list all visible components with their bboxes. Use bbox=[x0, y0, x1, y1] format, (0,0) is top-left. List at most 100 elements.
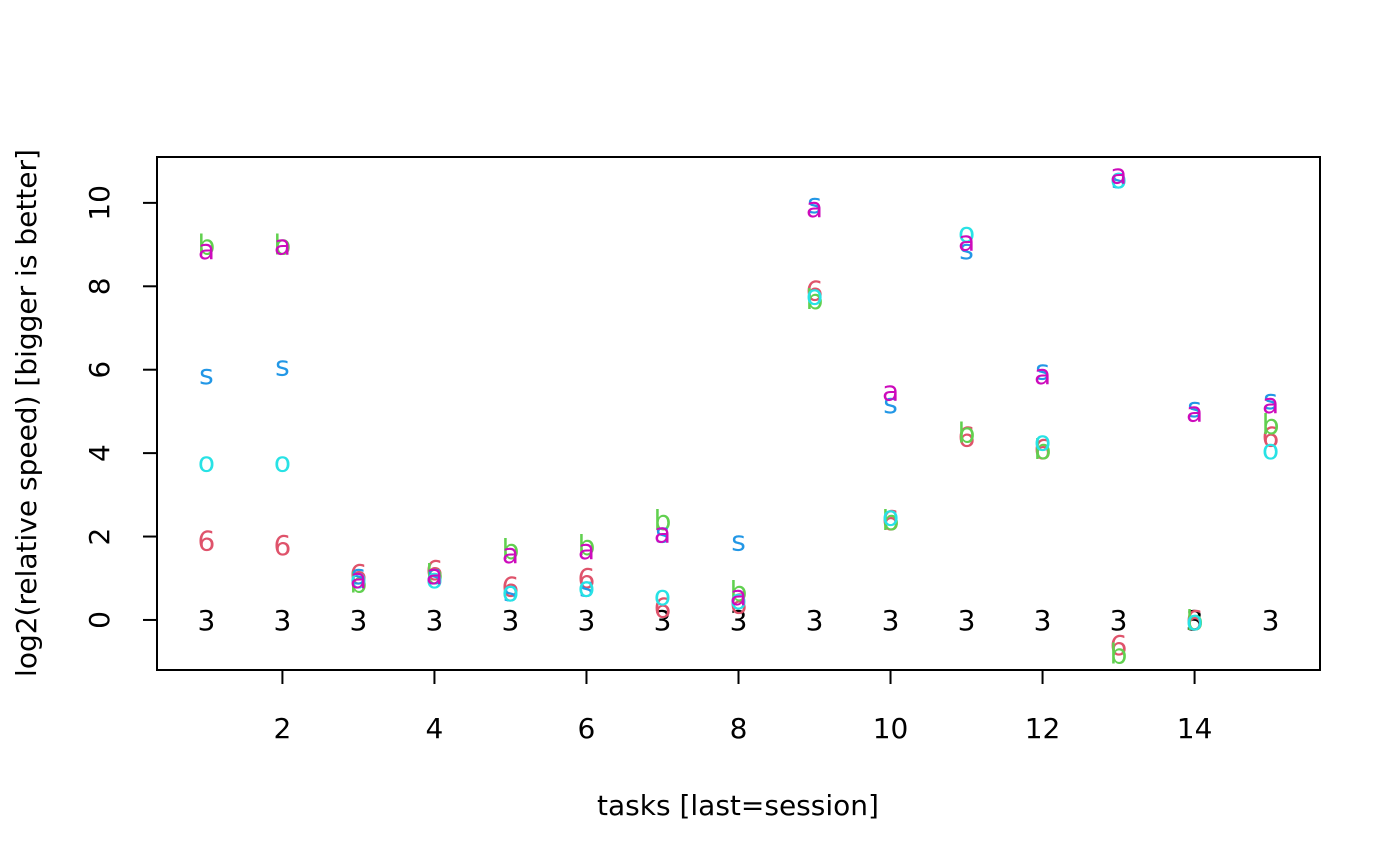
data-point: a bbox=[350, 562, 367, 595]
data-point: a bbox=[274, 229, 291, 262]
data-point: 6 bbox=[1186, 604, 1204, 637]
data-point: o bbox=[1262, 433, 1279, 466]
data-point: 3 bbox=[1110, 604, 1128, 637]
x-tick-label: 6 bbox=[578, 712, 596, 745]
data-point: 6 bbox=[350, 558, 368, 591]
x-tick-label: 8 bbox=[730, 712, 748, 745]
data-point: b bbox=[1110, 637, 1128, 670]
data-point: b bbox=[426, 558, 444, 591]
data-point: 3 bbox=[197, 604, 215, 637]
data-point: b bbox=[274, 229, 292, 262]
data-point: o bbox=[730, 583, 747, 616]
data-point: b bbox=[1186, 604, 1204, 637]
data-point: 3 bbox=[730, 604, 748, 637]
data-point: 6 bbox=[806, 274, 824, 307]
data-point: o bbox=[806, 279, 823, 312]
data-point: o bbox=[958, 216, 975, 249]
data-point: a bbox=[882, 375, 899, 408]
data-point: 6 bbox=[1110, 629, 1128, 662]
data-point: a bbox=[1262, 387, 1279, 420]
data-point: s bbox=[351, 558, 366, 591]
data-point: o bbox=[578, 571, 595, 604]
x-tick-label: 12 bbox=[1025, 712, 1061, 745]
data-point: b bbox=[1034, 433, 1052, 466]
data-point: b bbox=[958, 416, 976, 449]
data-point: 3 bbox=[350, 604, 368, 637]
data-point: o bbox=[882, 500, 899, 533]
data-point: o bbox=[502, 575, 519, 608]
data-point: 6 bbox=[1262, 420, 1280, 453]
data-point: s bbox=[199, 358, 214, 391]
data-point: b bbox=[654, 504, 672, 537]
data-point: 3 bbox=[806, 604, 824, 637]
data-point: b bbox=[198, 229, 216, 262]
data-point: 6 bbox=[1034, 433, 1052, 466]
data-point: s bbox=[579, 571, 594, 604]
y-tick-label: 6 bbox=[83, 361, 116, 379]
y-tick-label: 4 bbox=[83, 444, 116, 462]
data-point: a bbox=[1110, 158, 1127, 191]
data-point: b bbox=[1262, 408, 1280, 441]
data-point: s bbox=[807, 187, 822, 220]
data-point: b bbox=[502, 533, 520, 566]
data-point: 3 bbox=[958, 604, 976, 637]
data-point: 6 bbox=[197, 525, 215, 558]
y-tick-label: 8 bbox=[83, 277, 116, 295]
data-point: s bbox=[883, 387, 898, 420]
data-point: s bbox=[275, 350, 290, 383]
data-point: 6 bbox=[882, 504, 900, 537]
data-point: s bbox=[731, 525, 746, 558]
data-point: a bbox=[654, 516, 671, 549]
data-point: a bbox=[578, 533, 595, 566]
data-point: a bbox=[1034, 358, 1051, 391]
x-tick-label: 4 bbox=[426, 712, 444, 745]
data-point: s bbox=[503, 575, 518, 608]
data-point: 3 bbox=[274, 604, 292, 637]
data-point: b bbox=[882, 504, 900, 537]
x-tick-label: 10 bbox=[873, 712, 909, 745]
data-point: o bbox=[654, 579, 671, 612]
y-tick-label: 0 bbox=[83, 611, 116, 629]
data-point: o bbox=[426, 562, 443, 595]
data-point: 6 bbox=[730, 587, 748, 620]
data-point: 6 bbox=[502, 571, 520, 604]
data-point: o bbox=[274, 445, 291, 478]
x-tick-label: 14 bbox=[1177, 712, 1213, 745]
data-point: s bbox=[959, 233, 974, 266]
x-axis: 2 4 6 8 10 12 14 bbox=[274, 669, 1213, 745]
data-point: 6 bbox=[426, 554, 444, 587]
data-point: o bbox=[1110, 162, 1127, 195]
data-point: a bbox=[730, 579, 747, 612]
data-point: a bbox=[958, 224, 975, 257]
data-point: s bbox=[1263, 383, 1278, 416]
x-axis-label: tasks [last=session] bbox=[597, 789, 879, 822]
data-point: 3 bbox=[1186, 604, 1204, 637]
data-point: o bbox=[1186, 604, 1203, 637]
y-tick-label: 2 bbox=[83, 528, 116, 546]
data-point: a bbox=[502, 537, 519, 570]
data-point: 3 bbox=[426, 604, 444, 637]
data-point: b bbox=[806, 283, 824, 316]
data-point: 6 bbox=[578, 562, 596, 595]
data-point: 6 bbox=[958, 420, 976, 453]
data-point: 3 bbox=[1262, 604, 1280, 637]
data-point: s bbox=[1187, 391, 1202, 424]
data-point: o bbox=[1034, 425, 1051, 458]
data-point: b bbox=[730, 575, 748, 608]
data-points: 36bsoa36bsoa36bsoa36bsoa36bsoa36bsoa36bs… bbox=[197, 158, 1279, 671]
data-point: 3 bbox=[882, 604, 900, 637]
data-point: s bbox=[427, 558, 442, 591]
data-point: 3 bbox=[654, 604, 672, 637]
data-point: a bbox=[1186, 395, 1203, 428]
y-axis: 0 2 4 6 8 10 bbox=[83, 185, 158, 629]
data-point: o bbox=[350, 562, 367, 595]
data-point: 3 bbox=[1034, 604, 1052, 637]
data-point: a bbox=[806, 191, 823, 224]
data-point: 6 bbox=[654, 591, 672, 624]
data-point: 3 bbox=[578, 604, 596, 637]
x-tick-label: 2 bbox=[274, 712, 292, 745]
y-tick-label: 10 bbox=[83, 185, 116, 221]
data-point: b bbox=[350, 566, 368, 599]
y-axis-label: log2(relative speed) [bigger is better] bbox=[10, 149, 43, 677]
